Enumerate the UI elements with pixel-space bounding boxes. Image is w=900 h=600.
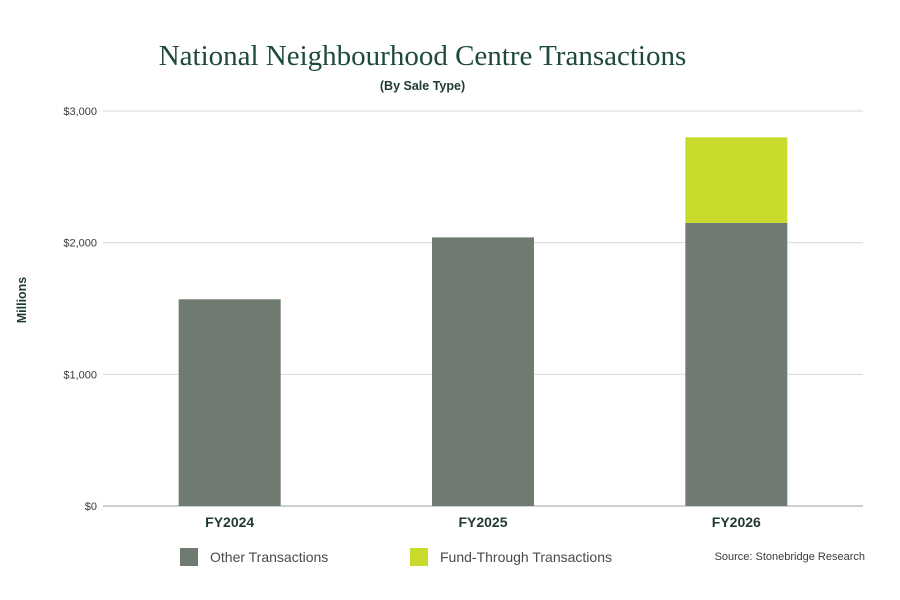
bar-fund-through <box>685 137 788 223</box>
bar-other <box>178 299 281 506</box>
y-tick-label: $1,000 <box>63 369 97 381</box>
x-tick-label: FY2024 <box>205 514 254 530</box>
bar-other <box>432 237 534 506</box>
y-tick-label: $2,000 <box>63 238 97 250</box>
x-tick-label: FY2026 <box>712 514 761 530</box>
legend-item-fund-through: Fund-Through Transactions <box>410 548 612 566</box>
legend-item-other: Other Transactions <box>180 548 328 566</box>
x-tick-label: FY2025 <box>458 514 507 530</box>
chart-subtitle: (By Sale Type) <box>379 79 466 93</box>
bar-other <box>685 222 788 506</box>
legend: Other Transactions Fund-Through Transact… <box>0 548 900 570</box>
chart-title: National Neighbourhood Centre Transactio… <box>158 40 687 72</box>
legend-label-fund-through: Fund-Through Transactions <box>440 549 612 565</box>
y-tick-label: $3,000 <box>63 106 97 118</box>
y-tick-label: $0 <box>85 501 97 513</box>
legend-label-other: Other Transactions <box>210 549 329 565</box>
legend-swatch-fund-through <box>410 548 428 566</box>
legend-swatch-other <box>180 548 198 566</box>
source-note: Source: Stonebridge Research <box>714 551 865 563</box>
